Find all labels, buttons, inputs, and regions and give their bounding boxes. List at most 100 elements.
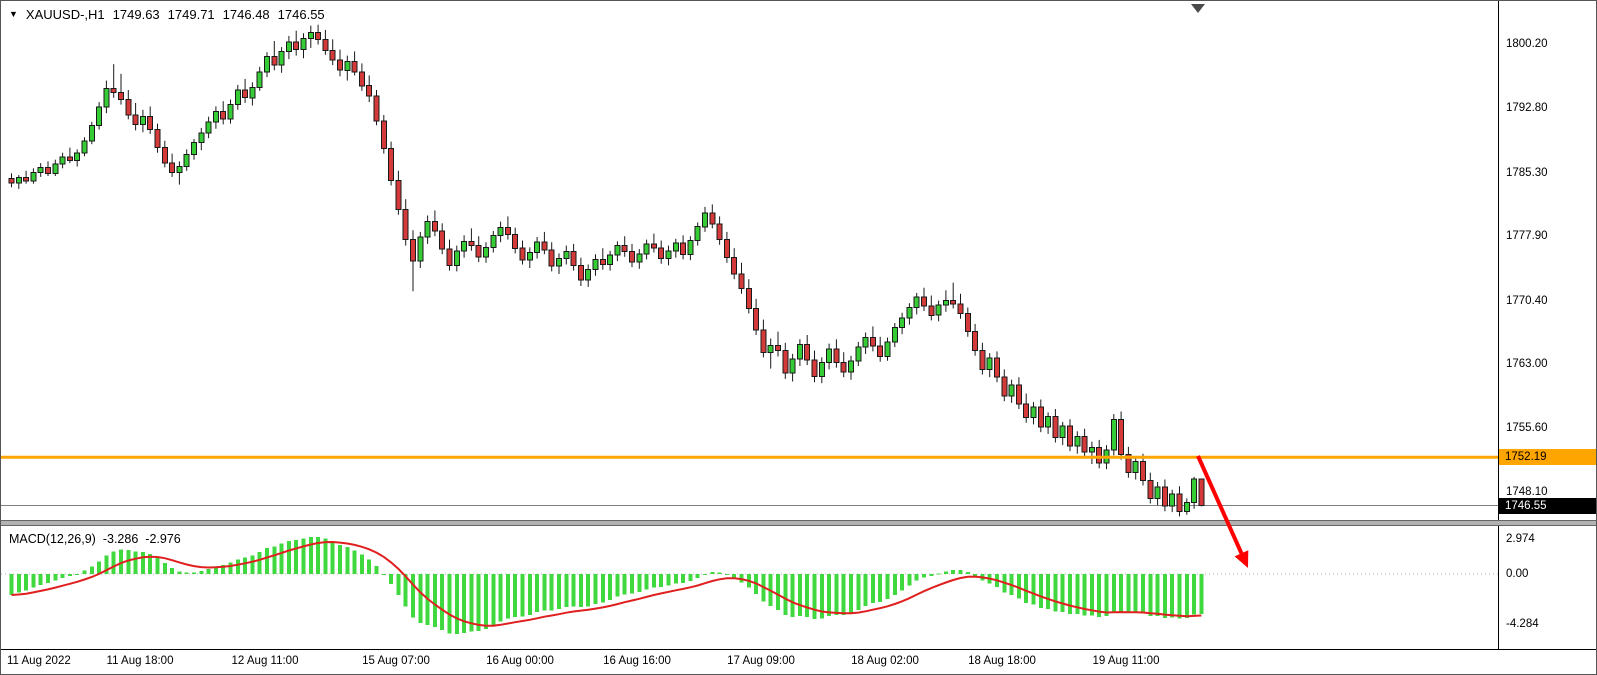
candle-body xyxy=(1045,416,1052,428)
macd-histogram-bar xyxy=(630,574,634,594)
candle-body xyxy=(1183,502,1190,512)
candle-body xyxy=(519,247,526,261)
candle-body xyxy=(37,166,44,174)
candle-body xyxy=(840,362,847,373)
macd-histogram-bar xyxy=(484,574,488,629)
candle-body xyxy=(322,38,329,51)
candle-body xyxy=(1023,403,1030,419)
macd-histogram-bar xyxy=(440,574,445,631)
price-tick-label: 1777.90 xyxy=(1506,230,1548,242)
candle-body xyxy=(483,246,489,258)
candle-body xyxy=(1140,460,1146,481)
macd-histogram-bar xyxy=(308,536,313,574)
macd-histogram-bar xyxy=(206,569,211,574)
candle-body xyxy=(1015,384,1022,405)
candle-body xyxy=(139,116,146,125)
candle-body xyxy=(154,129,161,149)
macd-histogram-bar xyxy=(330,541,335,574)
candle-body xyxy=(395,179,402,211)
candle-body xyxy=(753,307,760,331)
candle-body xyxy=(534,241,541,253)
candle-body xyxy=(497,227,504,236)
candle-body xyxy=(256,71,263,88)
macd-histogram-bar xyxy=(527,574,532,615)
macd-histogram-bar xyxy=(681,574,686,584)
candle-body xyxy=(74,152,81,162)
macd-histogram-bar xyxy=(812,574,817,619)
macd-pane-canvas[interactable] xyxy=(1,526,1498,649)
candle-body xyxy=(1067,425,1073,447)
candle-body xyxy=(410,239,416,262)
macd-histogram-bar xyxy=(104,555,109,574)
candle-body xyxy=(826,348,833,364)
macd-indicator-label: MACD(12,26,9) -3.286 -2.976 xyxy=(9,532,181,546)
time-axis-label: 15 Aug 07:00 xyxy=(362,655,430,667)
candle-body xyxy=(782,350,789,374)
candle-body xyxy=(694,226,701,241)
candle-body xyxy=(30,172,37,182)
candle-body xyxy=(592,258,599,271)
pane-splitter[interactable] xyxy=(1,520,1596,526)
candle-body xyxy=(96,106,103,126)
candle-body xyxy=(402,209,409,241)
candle-body xyxy=(52,163,59,174)
candle-body xyxy=(59,156,66,165)
candle-body xyxy=(1008,384,1015,397)
candle-body xyxy=(183,154,190,167)
hline-price-tag: 1752.19 xyxy=(1499,449,1596,465)
time-axis-label: 16 Aug 16:00 xyxy=(603,655,671,667)
time-axis-label: 12 Aug 11:00 xyxy=(231,655,299,667)
candle-body xyxy=(1110,418,1117,451)
macd-histogram-bar xyxy=(454,574,459,635)
price-axis[interactable]: 1800.20 1792.80 1785.30 1777.90 1770.40 1763.… xyxy=(1498,1,1596,649)
macd-histogram-bar xyxy=(885,574,890,600)
macd-histogram-bar xyxy=(695,574,700,579)
candle-body xyxy=(45,166,51,174)
price-tick-label: 1770.40 xyxy=(1506,295,1548,307)
candle-body xyxy=(869,337,876,347)
candle-body xyxy=(271,56,278,66)
macd-histogram-bar xyxy=(622,574,627,595)
macd-histogram-bar xyxy=(907,574,912,586)
candle-body xyxy=(1059,425,1066,438)
candle-body xyxy=(1169,493,1176,507)
macd-histogram-bar xyxy=(651,574,656,588)
macd-histogram-bar xyxy=(411,574,415,618)
macd-histogram-bar xyxy=(140,552,145,574)
time-axis[interactable]: 11 Aug 2022 11 Aug 18:00 12 Aug 11:00 15 Au… xyxy=(1,649,1596,674)
candle-body xyxy=(570,251,577,266)
macd-histogram-bar xyxy=(367,559,372,574)
candle-body xyxy=(650,243,657,249)
macd-histogram-bar xyxy=(571,574,576,607)
macd-tick-label: 2.974 xyxy=(1506,533,1535,545)
candle-body xyxy=(636,253,643,263)
candle-body xyxy=(723,239,730,259)
main-chart-canvas[interactable] xyxy=(1,1,1498,520)
chart-shift-marker-icon[interactable] xyxy=(1191,4,1205,13)
macd-histogram-bar xyxy=(710,572,715,574)
ohlc-high: 1749.71 xyxy=(167,7,215,22)
macd-histogram-bar xyxy=(250,555,255,574)
macd-histogram-bar xyxy=(805,574,810,617)
macd-histogram-bar xyxy=(943,571,948,574)
candle-body xyxy=(161,147,168,164)
candle-body xyxy=(1096,447,1103,464)
candle-body xyxy=(818,362,825,377)
macd-histogram-bar xyxy=(892,574,897,595)
candle-body xyxy=(212,111,219,123)
candle-body xyxy=(293,41,300,51)
macd-histogram-bar xyxy=(177,571,182,574)
macd-histogram-bar xyxy=(578,574,583,608)
macd-histogram-bar xyxy=(469,574,474,632)
macd-histogram-bar xyxy=(498,574,503,622)
macd-histogram-bar xyxy=(1060,574,1065,612)
symbol-dropdown-icon[interactable]: ▼ xyxy=(9,9,18,19)
candle-body xyxy=(687,240,694,255)
macd-histogram-bar xyxy=(856,574,861,610)
hline-price-value: 1752.19 xyxy=(1505,451,1547,463)
candle-body xyxy=(1161,486,1168,507)
bid-price-tag: 1746.55 xyxy=(1499,498,1596,514)
macd-histogram-bar xyxy=(1053,574,1058,612)
time-axis-label: 11 Aug 2022 xyxy=(7,655,71,667)
candle-body xyxy=(242,89,249,99)
